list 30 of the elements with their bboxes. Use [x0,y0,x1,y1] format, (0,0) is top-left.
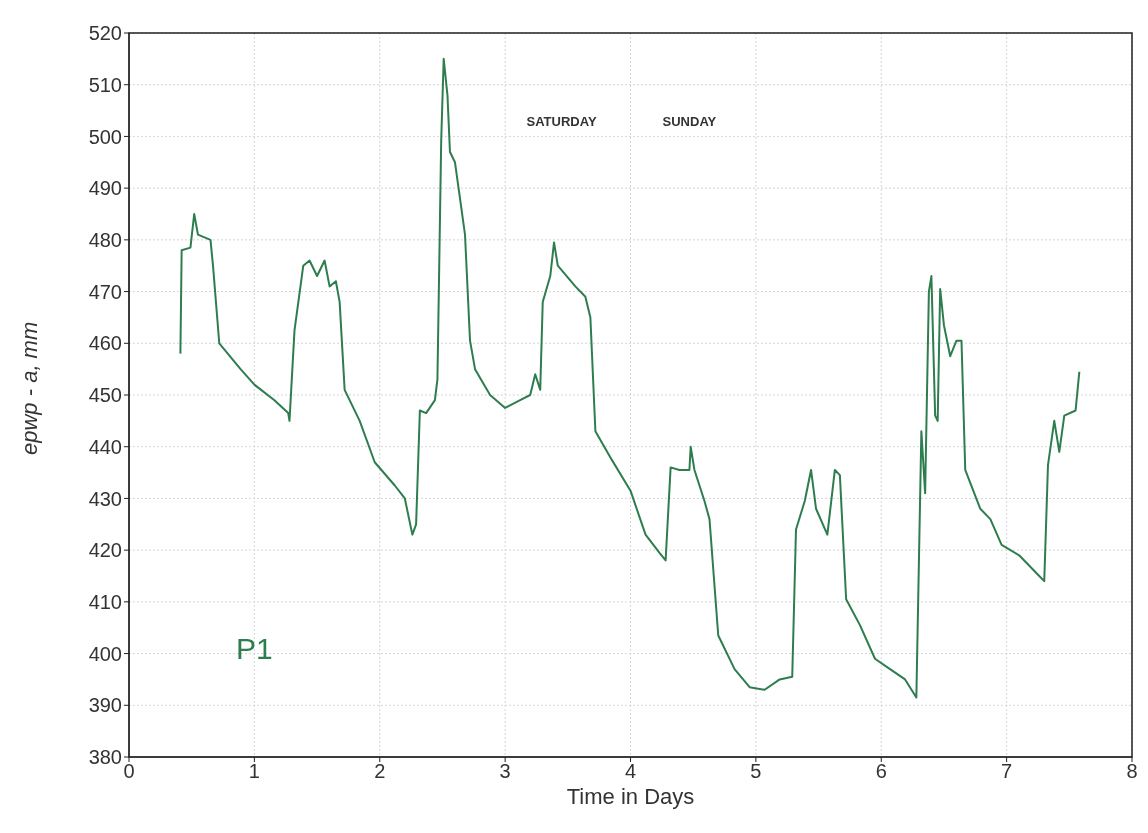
y-tick-label: 390 [88,694,122,717]
x-tick-label: 5 [750,760,762,783]
y-tick-label: 430 [88,487,122,510]
y-tick-label: 410 [88,590,122,613]
y-tick-label: 380 [88,746,122,769]
y-tick-label: 500 [88,125,122,148]
x-tick-label: 8 [1126,760,1138,783]
annotation: SUNDAY [662,114,717,130]
y-axis-title: epwp - a, mm [16,321,42,455]
x-tick-label: 1 [248,760,260,783]
y-tick-label: 520 [88,22,122,45]
y-tick-label: 510 [88,73,122,96]
x-tick-label: 2 [374,760,386,783]
x-axis-title: Time in Days [566,784,695,809]
x-tick-label: 4 [624,760,637,783]
annotation: P1 [236,631,273,665]
y-tick-label: 400 [88,642,122,665]
y-tick-label: 460 [88,332,122,355]
y-tick-label: 480 [88,228,122,251]
y-tick-label: 470 [88,280,122,303]
y-tick-label: 490 [88,177,122,200]
y-tick-label: 440 [88,435,122,458]
annotation: SATURDAY [526,114,597,130]
x-tick-label: 3 [499,760,511,783]
x-tick-label: 0 [123,760,135,783]
line-series [179,57,1081,699]
y-tick-label: 420 [88,539,122,562]
x-tick-label: 7 [1001,760,1013,783]
x-tick-label: 6 [875,760,887,783]
y-tick-label: 450 [88,384,122,407]
